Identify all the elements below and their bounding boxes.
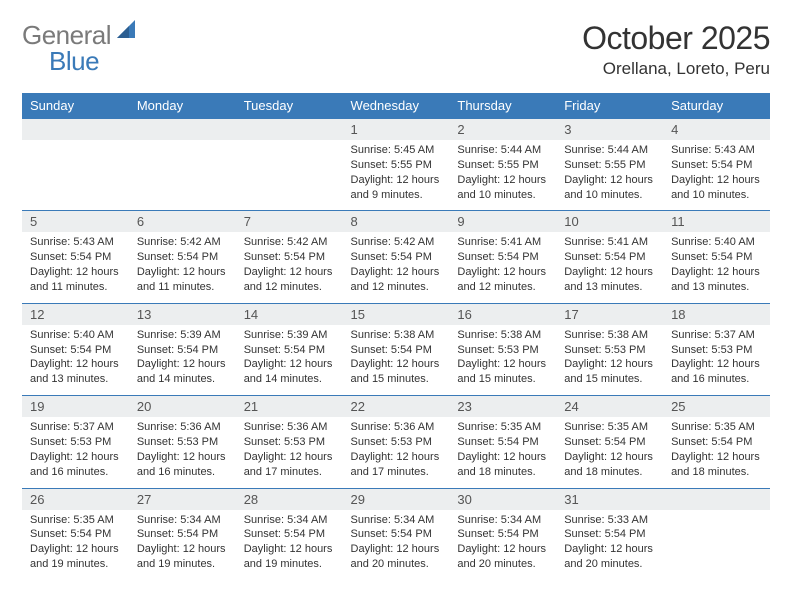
location-label: Orellana, Loreto, Peru [582,59,770,79]
weekday-header: Friday [556,93,663,118]
logo-text-blue-wrap: Blue [49,46,99,77]
logo-sail-icon [117,20,139,45]
day-number-cell: 29 [343,488,450,510]
day-number-cell: 10 [556,211,663,233]
day-info-cell [129,140,236,211]
day-number-cell: 6 [129,211,236,233]
day-info-row: Sunrise: 5:37 AM Sunset: 5:53 PM Dayligh… [22,417,770,488]
day-info-cell: Sunrise: 5:38 AM Sunset: 5:53 PM Dayligh… [449,325,556,396]
day-info-cell [22,140,129,211]
day-number-cell: 7 [236,211,343,233]
weekday-header: Sunday [22,93,129,118]
day-number-cell: 18 [663,303,770,325]
day-info-row: Sunrise: 5:43 AM Sunset: 5:54 PM Dayligh… [22,232,770,303]
day-info-cell: Sunrise: 5:43 AM Sunset: 5:54 PM Dayligh… [22,232,129,303]
day-info-cell: Sunrise: 5:34 AM Sunset: 5:54 PM Dayligh… [449,510,556,580]
weekday-header: Monday [129,93,236,118]
day-number-cell: 14 [236,303,343,325]
day-number-cell: 19 [22,396,129,418]
day-number-cell: 24 [556,396,663,418]
day-info-cell: Sunrise: 5:39 AM Sunset: 5:54 PM Dayligh… [129,325,236,396]
day-info-cell: Sunrise: 5:41 AM Sunset: 5:54 PM Dayligh… [449,232,556,303]
calendar-body: 1234Sunrise: 5:45 AM Sunset: 5:55 PM Day… [22,118,770,580]
day-info-cell: Sunrise: 5:44 AM Sunset: 5:55 PM Dayligh… [556,140,663,211]
day-number-cell: 27 [129,488,236,510]
calendar-table: Sunday Monday Tuesday Wednesday Thursday… [22,93,770,118]
day-info-cell: Sunrise: 5:40 AM Sunset: 5:54 PM Dayligh… [22,325,129,396]
day-number-cell: 28 [236,488,343,510]
day-number-cell: 1 [343,119,450,141]
day-info-cell: Sunrise: 5:37 AM Sunset: 5:53 PM Dayligh… [22,417,129,488]
weekday-header: Tuesday [236,93,343,118]
day-number-row: 262728293031 [22,488,770,510]
day-number-cell: 31 [556,488,663,510]
day-number-cell [22,119,129,141]
day-number-cell: 21 [236,396,343,418]
day-number-cell: 9 [449,211,556,233]
day-info-cell: Sunrise: 5:35 AM Sunset: 5:54 PM Dayligh… [449,417,556,488]
day-info-cell: Sunrise: 5:41 AM Sunset: 5:54 PM Dayligh… [556,232,663,303]
title-block: October 2025 Orellana, Loreto, Peru [582,20,770,79]
day-info-cell [663,510,770,580]
day-info-cell [236,140,343,211]
weekday-header: Saturday [663,93,770,118]
day-number-row: 19202122232425 [22,396,770,418]
day-number-row: 1234 [22,119,770,141]
day-number-cell: 26 [22,488,129,510]
day-number-cell [129,119,236,141]
day-number-cell: 5 [22,211,129,233]
day-number-cell: 2 [449,119,556,141]
day-info-cell: Sunrise: 5:33 AM Sunset: 5:54 PM Dayligh… [556,510,663,580]
day-info-cell: Sunrise: 5:42 AM Sunset: 5:54 PM Dayligh… [343,232,450,303]
weekday-header: Thursday [449,93,556,118]
logo-text-blue: Blue [49,46,99,76]
day-number-cell: 25 [663,396,770,418]
day-info-cell: Sunrise: 5:35 AM Sunset: 5:54 PM Dayligh… [556,417,663,488]
day-number-cell: 16 [449,303,556,325]
day-number-row: 567891011 [22,211,770,233]
day-info-cell: Sunrise: 5:39 AM Sunset: 5:54 PM Dayligh… [236,325,343,396]
day-info-cell: Sunrise: 5:36 AM Sunset: 5:53 PM Dayligh… [236,417,343,488]
day-number-cell: 3 [556,119,663,141]
day-number-cell [236,119,343,141]
page-title: October 2025 [582,20,770,57]
day-number-cell: 30 [449,488,556,510]
day-number-cell: 20 [129,396,236,418]
day-info-cell: Sunrise: 5:38 AM Sunset: 5:54 PM Dayligh… [343,325,450,396]
day-info-cell: Sunrise: 5:42 AM Sunset: 5:54 PM Dayligh… [236,232,343,303]
day-number-cell: 12 [22,303,129,325]
day-info-cell: Sunrise: 5:36 AM Sunset: 5:53 PM Dayligh… [343,417,450,488]
day-number-cell [663,488,770,510]
day-number-row: 12131415161718 [22,303,770,325]
day-info-cell: Sunrise: 5:34 AM Sunset: 5:54 PM Dayligh… [236,510,343,580]
weekday-header-row: Sunday Monday Tuesday Wednesday Thursday… [22,93,770,118]
day-info-cell: Sunrise: 5:37 AM Sunset: 5:53 PM Dayligh… [663,325,770,396]
day-number-cell: 13 [129,303,236,325]
day-info-row: Sunrise: 5:35 AM Sunset: 5:54 PM Dayligh… [22,510,770,580]
day-number-cell: 8 [343,211,450,233]
day-info-cell: Sunrise: 5:43 AM Sunset: 5:54 PM Dayligh… [663,140,770,211]
day-info-row: Sunrise: 5:40 AM Sunset: 5:54 PM Dayligh… [22,325,770,396]
header: General October 2025 Orellana, Loreto, P… [22,20,770,79]
day-number-cell: 4 [663,119,770,141]
day-info-cell: Sunrise: 5:42 AM Sunset: 5:54 PM Dayligh… [129,232,236,303]
day-info-cell: Sunrise: 5:35 AM Sunset: 5:54 PM Dayligh… [22,510,129,580]
day-number-cell: 22 [343,396,450,418]
day-info-cell: Sunrise: 5:44 AM Sunset: 5:55 PM Dayligh… [449,140,556,211]
day-info-cell: Sunrise: 5:45 AM Sunset: 5:55 PM Dayligh… [343,140,450,211]
weekday-header: Wednesday [343,93,450,118]
day-info-cell: Sunrise: 5:34 AM Sunset: 5:54 PM Dayligh… [129,510,236,580]
day-number-cell: 15 [343,303,450,325]
day-info-cell: Sunrise: 5:40 AM Sunset: 5:54 PM Dayligh… [663,232,770,303]
day-info-cell: Sunrise: 5:36 AM Sunset: 5:53 PM Dayligh… [129,417,236,488]
day-info-cell: Sunrise: 5:35 AM Sunset: 5:54 PM Dayligh… [663,417,770,488]
day-number-cell: 17 [556,303,663,325]
day-info-cell: Sunrise: 5:34 AM Sunset: 5:54 PM Dayligh… [343,510,450,580]
day-info-cell: Sunrise: 5:38 AM Sunset: 5:53 PM Dayligh… [556,325,663,396]
day-number-cell: 23 [449,396,556,418]
day-info-row: Sunrise: 5:45 AM Sunset: 5:55 PM Dayligh… [22,140,770,211]
day-number-cell: 11 [663,211,770,233]
